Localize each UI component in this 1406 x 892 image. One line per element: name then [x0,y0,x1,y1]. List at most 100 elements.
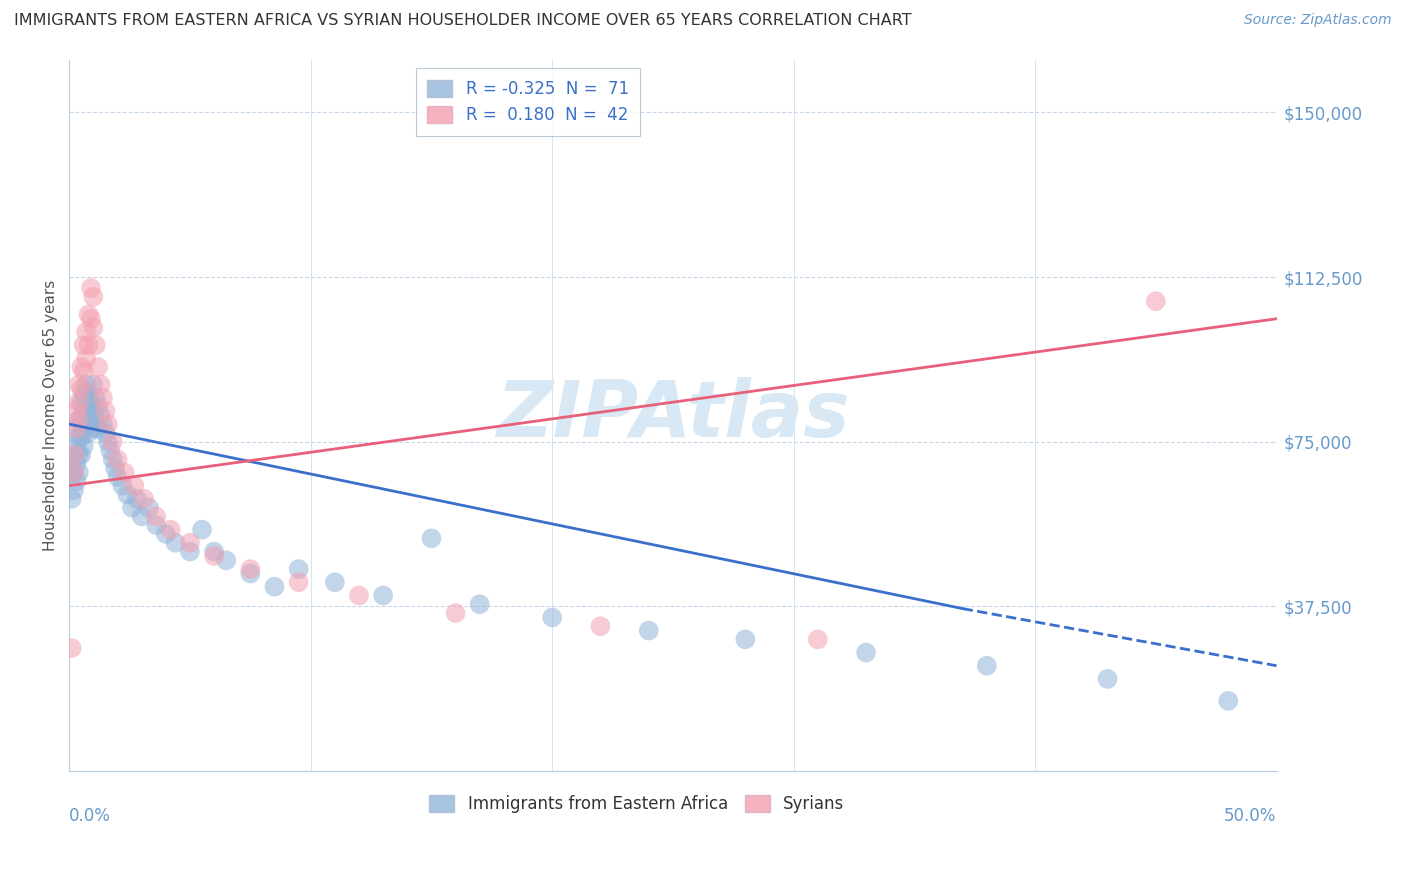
Point [75,351,97,366]
Point [80,395,103,409]
Point [132,491,155,506]
Point [97,434,120,449]
Point [1218,694,1240,708]
Point [70,395,93,409]
Point [373,589,395,603]
Point [73,421,96,435]
Point [80,281,103,295]
Point [287,562,309,576]
Point [90,377,112,392]
Point [239,562,262,576]
Point [63,466,86,480]
Point [67,377,90,392]
Point [107,452,129,467]
Point [202,549,225,563]
Point [541,610,564,624]
Point [263,580,285,594]
Point [75,417,97,432]
Point [159,523,181,537]
Point [90,409,112,423]
Point [77,307,100,321]
Point [82,320,104,334]
Point [67,466,90,480]
Point [63,466,86,480]
Point [87,400,110,414]
Point [70,413,93,427]
Point [734,632,756,647]
Point [65,457,87,471]
Point [1097,672,1119,686]
Point [77,425,100,440]
Point [82,377,104,392]
Point [124,478,146,492]
Point [70,359,93,374]
Point [60,491,83,506]
Text: ZIPAtlas: ZIPAtlas [496,377,849,453]
Point [114,466,136,480]
Text: IMMIGRANTS FROM EASTERN AFRICA VS SYRIAN HOUSEHOLDER INCOME OVER 65 YEARS CORREL: IMMIGRANTS FROM EASTERN AFRICA VS SYRIAN… [14,13,911,29]
Point [82,421,104,435]
Point [115,487,138,501]
Point [145,518,167,533]
Point [91,391,114,405]
Point [70,448,93,462]
Point [82,290,104,304]
Point [67,430,90,444]
Point [94,425,117,440]
Point [80,311,103,326]
Point [91,417,114,432]
Point [65,421,87,435]
Point [101,434,124,449]
Point [131,509,153,524]
Point [97,417,120,432]
Point [107,470,129,484]
Point [67,448,90,462]
Point [855,646,877,660]
Point [125,491,148,506]
Point [60,641,83,656]
Point [202,544,225,558]
Point [75,377,97,392]
Point [976,658,998,673]
Point [121,500,143,515]
Point [84,391,107,405]
Point [347,589,370,603]
Point [67,413,90,427]
Point [155,527,177,541]
Point [444,606,467,620]
Point [75,395,97,409]
Point [67,413,90,427]
Point [73,386,96,401]
Text: 0.0%: 0.0% [69,806,111,825]
Point [179,544,201,558]
Point [468,597,491,611]
Point [80,417,103,432]
Y-axis label: Householder Income Over 65 years: Householder Income Over 65 years [44,280,58,551]
Point [82,400,104,414]
Point [807,632,830,647]
Point [215,553,238,567]
Point [84,338,107,352]
Point [145,509,167,524]
Point [94,404,117,418]
Point [87,359,110,374]
Point [73,439,96,453]
Point [111,478,134,492]
Point [65,421,87,435]
Point [77,386,100,401]
Point [1144,294,1167,309]
Point [101,452,124,467]
Point [179,535,201,549]
Point [77,404,100,418]
Point [65,439,87,453]
Point [67,395,90,409]
Point [65,475,87,489]
Point [65,404,87,418]
Point [165,535,187,549]
Point [104,461,127,475]
Legend: Immigrants from Eastern Africa, Syrians: Immigrants from Eastern Africa, Syrians [423,789,851,820]
Point [73,338,96,352]
Point [63,483,86,497]
Point [420,532,443,546]
Point [63,448,86,462]
